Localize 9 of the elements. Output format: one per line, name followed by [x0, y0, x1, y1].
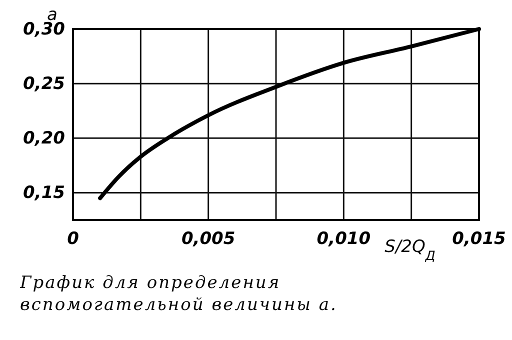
x-tick-label: 0 [67, 229, 80, 250]
x-tick-label: 0,010 [316, 229, 371, 250]
text: График для определения вспомогательной величины a. [20, 272, 338, 316]
x-tick-label: 0,015 [452, 229, 506, 250]
y-tick-label: 0,15 [23, 183, 65, 204]
x-axis-title: S/2Q$_{Д}$ [384, 237, 436, 264]
y-tick-label: 0,20 [23, 128, 66, 149]
y-tick-label: 0,25 [23, 74, 65, 94]
x-tick-label: 0,005 [181, 229, 236, 250]
